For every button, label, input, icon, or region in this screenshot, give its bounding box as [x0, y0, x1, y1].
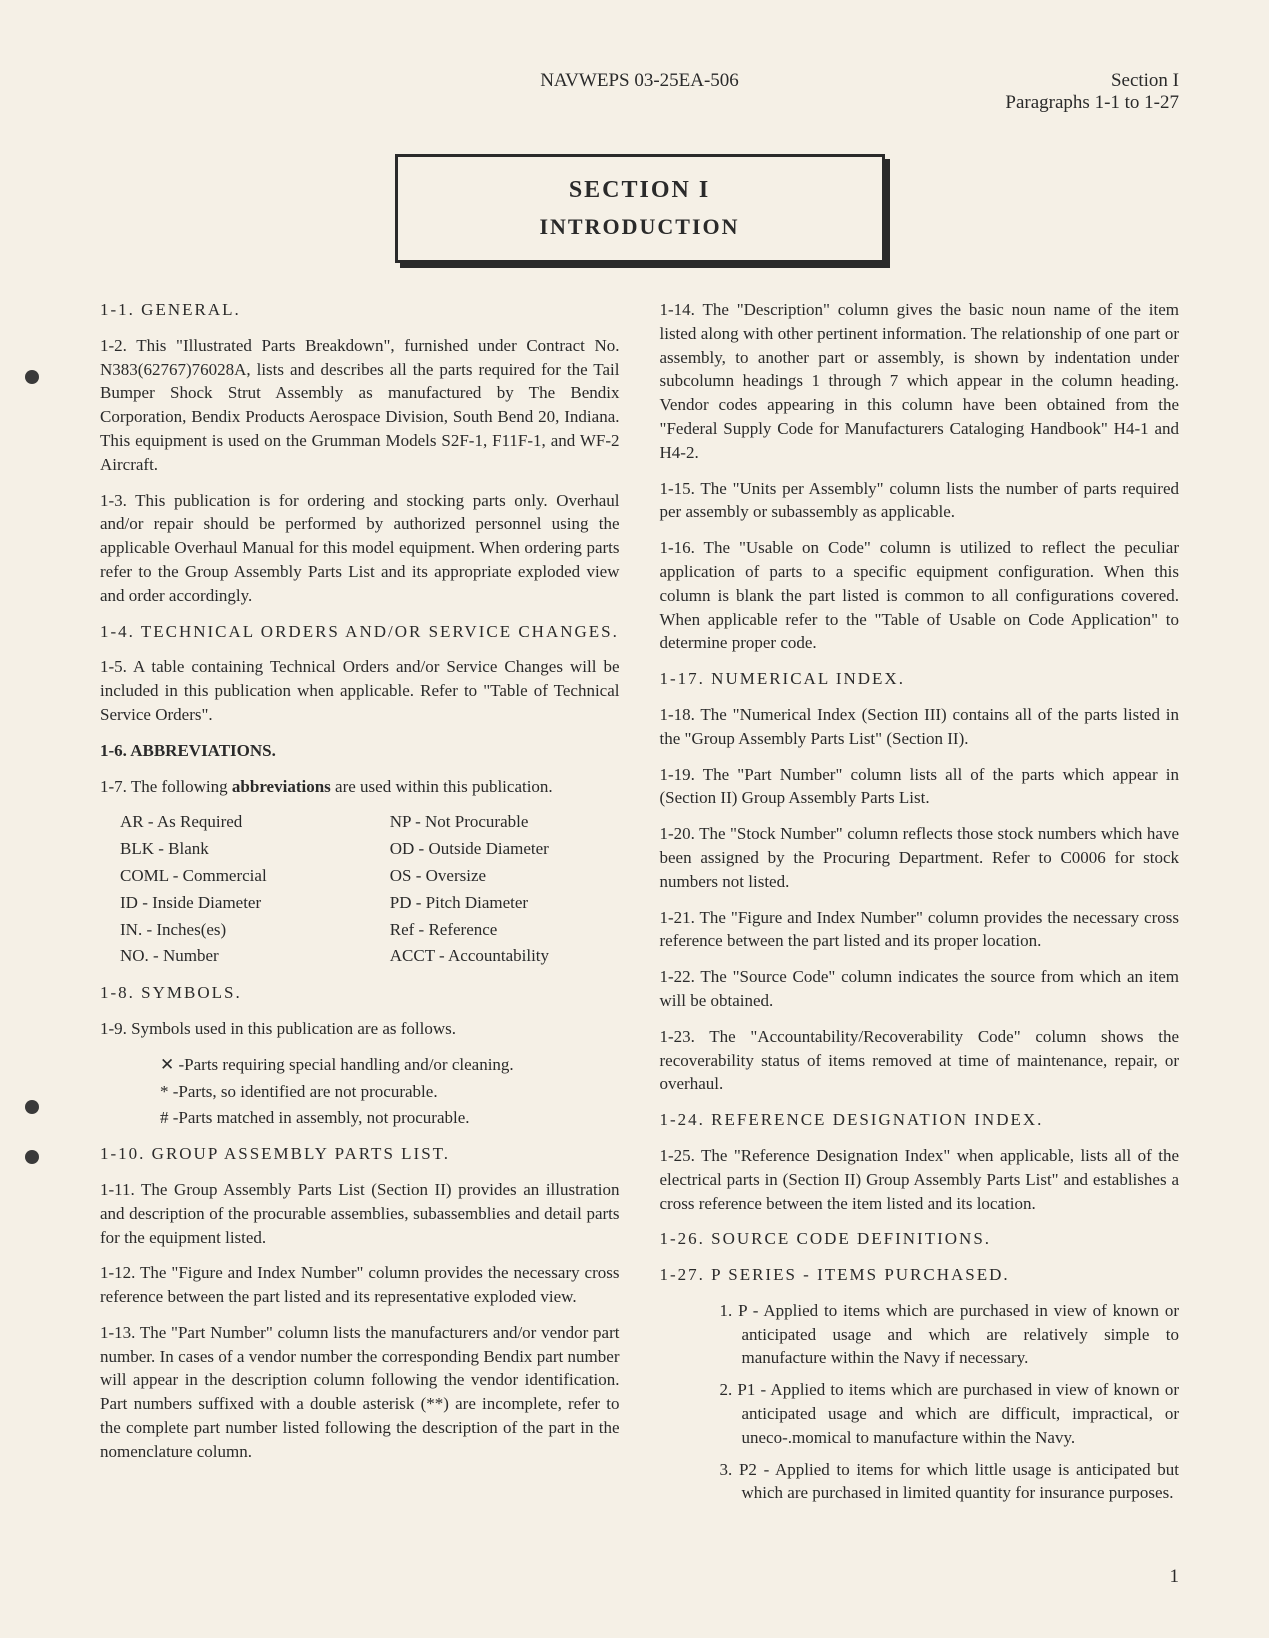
section-title-box: SECTION I INTRODUCTION: [395, 154, 885, 263]
section-label: Section I: [819, 70, 1179, 92]
source-item: 1. P - Applied to items which are purcha…: [720, 1299, 1180, 1370]
page-number: 1: [1170, 1566, 1180, 1588]
source-item: 3. P2 - Applied to items for which littl…: [720, 1458, 1180, 1506]
abbrev-item: OD - Outside Diameter: [390, 837, 620, 861]
abbrev-item: OS - Oversize: [390, 864, 620, 888]
para-1-7: 1-7. The following abbreviations are use…: [100, 775, 620, 799]
para-1-11: 1-11. The Group Assembly Parts List (Sec…: [100, 1178, 620, 1249]
right-column: 1-14. The "Description" column gives the…: [660, 298, 1180, 1513]
hole-punch-2: [25, 1100, 39, 1114]
abbrev-item: COML - Commercial: [120, 864, 350, 888]
paragraph-range: Paragraphs 1-1 to 1-27: [819, 92, 1179, 114]
para-1-4: 1-4. TECHNICAL ORDERS AND/OR SERVICE CHA…: [100, 620, 620, 644]
abbrev-item: PD - Pitch Diameter: [390, 891, 620, 915]
abbreviations-table: AR - As Required BLK - Blank COML - Comm…: [120, 810, 620, 971]
para-1-10: 1-10. GROUP ASSEMBLY PARTS LIST.: [100, 1142, 620, 1166]
symbol-item: ✕ -Parts requiring special handling and/…: [160, 1053, 620, 1077]
para-1-3: 1-3. This publication is for ordering an…: [100, 489, 620, 608]
page-header: NAVWEPS 03-25EA-506 Section I Paragraphs…: [100, 70, 1179, 114]
section-name: INTRODUCTION: [398, 214, 882, 240]
para-1-27: 1-27. P SERIES - ITEMS PURCHASED.: [660, 1263, 1180, 1287]
para-1-9: 1-9. Symbols used in this publication ar…: [100, 1017, 620, 1041]
content-area: 1-1. GENERAL. 1-2. This "Illustrated Par…: [100, 298, 1179, 1513]
left-column: 1-1. GENERAL. 1-2. This "Illustrated Par…: [100, 298, 620, 1513]
para-1-15: 1-15. The "Units per Assembly" column li…: [660, 477, 1180, 525]
header-right: Section I Paragraphs 1-1 to 1-27: [819, 70, 1179, 114]
para-1-14: 1-14. The "Description" column gives the…: [660, 298, 1180, 465]
abbrev-col-right: NP - Not Procurable OD - Outside Diamete…: [390, 810, 620, 971]
para-1-18: 1-18. The "Numerical Index (Section III)…: [660, 703, 1180, 751]
abbrev-item: ID - Inside Diameter: [120, 891, 350, 915]
abbrev-item: Ref - Reference: [390, 918, 620, 942]
abbrev-item: ACCT - Accountability: [390, 944, 620, 968]
para-1-6: 1-6. ABBREVIATIONS.: [100, 739, 620, 763]
header-left: [100, 70, 460, 114]
para-1-13: 1-13. The "Part Number" column lists the…: [100, 1321, 620, 1464]
para-1-1: 1-1. GENERAL.: [100, 298, 620, 322]
para-1-20: 1-20. The "Stock Number" column reflects…: [660, 822, 1180, 893]
para-1-5: 1-5. A table containing Technical Orders…: [100, 655, 620, 726]
para-1-21: 1-21. The "Figure and Index Number" colu…: [660, 906, 1180, 954]
source-item: 2. P1 - Applied to items which are purch…: [720, 1378, 1180, 1449]
abbrev-item: BLK - Blank: [120, 837, 350, 861]
source-code-list: 1. P - Applied to items which are purcha…: [720, 1299, 1180, 1505]
section-number: SECTION I: [398, 177, 882, 204]
para-1-22: 1-22. The "Source Code" column indicates…: [660, 965, 1180, 1013]
para-1-25: 1-25. The "Reference Designation Index" …: [660, 1144, 1180, 1215]
para-1-23: 1-23. The "Accountability/Recoverability…: [660, 1025, 1180, 1096]
abbrev-item: AR - As Required: [120, 810, 350, 834]
abbrev-item: NP - Not Procurable: [390, 810, 620, 834]
symbol-item: # -Parts matched in assembly, not procur…: [160, 1106, 620, 1130]
hole-punch-1: [25, 370, 39, 384]
para-1-2: 1-2. This "Illustrated Parts Breakdown",…: [100, 334, 620, 477]
hole-punch-3: [25, 1150, 39, 1164]
para-1-19: 1-19. The "Part Number" column lists all…: [660, 763, 1180, 811]
para-1-17: 1-17. NUMERICAL INDEX.: [660, 667, 1180, 691]
para-1-26: 1-26. SOURCE CODE DEFINITIONS.: [660, 1227, 1180, 1251]
abbrev-col-left: AR - As Required BLK - Blank COML - Comm…: [120, 810, 350, 971]
para-1-12: 1-12. The "Figure and Index Number" colu…: [100, 1261, 620, 1309]
para-1-8: 1-8. SYMBOLS.: [100, 981, 620, 1005]
para-1-16: 1-16. The "Usable on Code" column is uti…: [660, 536, 1180, 655]
abbrev-item: NO. - Number: [120, 944, 350, 968]
para-1-24: 1-24. REFERENCE DESIGNATION INDEX.: [660, 1108, 1180, 1132]
document-id: NAVWEPS 03-25EA-506: [460, 70, 820, 114]
abbrev-item: IN. - Inches(es): [120, 918, 350, 942]
symbols-list: ✕ -Parts requiring special handling and/…: [160, 1053, 620, 1130]
symbol-item: * -Parts, so identified are not procurab…: [160, 1080, 620, 1104]
